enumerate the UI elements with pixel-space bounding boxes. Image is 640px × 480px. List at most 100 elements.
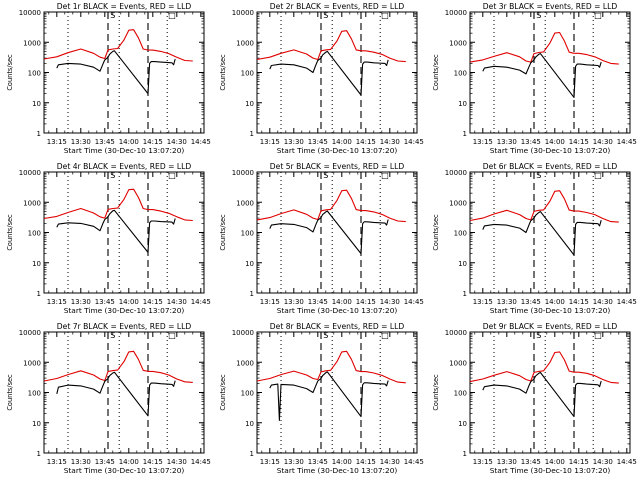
x-axis-label: Start Time (30-Dec-10 13:07:20) <box>490 306 611 315</box>
x-tick-label: 13:30 <box>284 298 304 306</box>
time-marker-label: □ <box>594 11 602 20</box>
time-marker-label: S <box>323 331 328 340</box>
y-tick-label: 100 <box>241 390 254 398</box>
y-tick-label: 100 <box>28 390 41 398</box>
x-tick-label: 14:45 <box>404 298 424 306</box>
x-axis-label: Start Time (30-Dec-10 13:07:20) <box>490 466 611 475</box>
x-tick-label: 13:15 <box>260 138 280 146</box>
panel-title: Det 2r BLACK = Events, RED = LLD <box>270 2 405 11</box>
y-tick-label: 1000 <box>449 39 467 47</box>
y-tick-label: 100 <box>28 230 41 238</box>
time-marker-label: □ <box>381 331 389 340</box>
x-tick-label: 14:15 <box>356 458 376 466</box>
series-line-events <box>482 53 602 98</box>
x-tick-label: 14:00 <box>332 298 352 306</box>
x-tick-label: 14:15 <box>569 298 589 306</box>
time-marker-label: □ <box>594 331 602 340</box>
y-tick-label: 1000 <box>23 199 41 207</box>
x-tick-label: 13:30 <box>497 458 517 466</box>
y-axis-label: Counts/sec <box>219 54 227 91</box>
panel-title: Det 7r BLACK = Events, RED = LLD <box>57 322 192 331</box>
y-tick-label: 100 <box>241 70 254 78</box>
x-axis-label: Start Time (30-Dec-10 13:07:20) <box>277 466 398 475</box>
y-tick-label: 10000 <box>445 169 467 177</box>
x-tick-label: 13:30 <box>71 298 91 306</box>
y-tick-label: 1000 <box>236 359 254 367</box>
y-tick-label: 1000 <box>449 359 467 367</box>
x-tick-label: 14:15 <box>569 138 589 146</box>
y-tick-label: 1000 <box>23 39 41 47</box>
x-tick-label: 14:15 <box>143 298 163 306</box>
x-tick-label: 13:45 <box>308 458 328 466</box>
x-tick-label: 14:45 <box>191 298 211 306</box>
x-tick-label: 13:30 <box>284 138 304 146</box>
panel-title: Det 1r BLACK = Events, RED = LLD <box>57 2 192 11</box>
x-axis-label: Start Time (30-Dec-10 13:07:20) <box>64 466 185 475</box>
y-tick-label: 1 <box>250 450 254 458</box>
x-axis-label: Start Time (30-Dec-10 13:07:20) <box>64 306 185 315</box>
panel-det8: Det 8r BLACK = Events, RED = LLD 1 10 100 10… <box>219 322 424 475</box>
x-tick-label: 14:15 <box>356 138 376 146</box>
x-tick-label: 14:30 <box>167 138 187 146</box>
x-tick-label: 13:30 <box>71 458 91 466</box>
x-tick-label: 14:30 <box>593 298 613 306</box>
series-line-lld <box>43 188 193 222</box>
x-tick-label: 13:30 <box>497 138 517 146</box>
x-axis-label: Start Time (30-Dec-10 13:07:20) <box>277 146 398 155</box>
panel-title: Det 8r BLACK = Events, RED = LLD <box>270 322 405 331</box>
panel-title: Det 5r BLACK = Events, RED = LLD <box>270 162 405 171</box>
x-tick-label: 14:00 <box>545 138 565 146</box>
x-tick-label: 13:15 <box>47 138 67 146</box>
x-tick-label: 13:45 <box>521 458 541 466</box>
series-line-lld <box>43 350 193 383</box>
y-tick-label: 10000 <box>232 9 254 17</box>
y-tick-label: 1 <box>37 290 41 298</box>
series-line-lld <box>43 29 193 62</box>
time-marker-label: □ <box>168 11 176 20</box>
x-tick-label: 13:15 <box>47 298 67 306</box>
y-tick-label: 100 <box>454 390 467 398</box>
x-tick-label: 14:30 <box>167 298 187 306</box>
y-tick-label: 10000 <box>19 329 41 337</box>
x-tick-label: 14:45 <box>617 138 637 146</box>
series-line-lld <box>469 190 619 223</box>
x-tick-label: 14:30 <box>167 458 187 466</box>
y-axis-label: Counts/sec <box>219 374 227 411</box>
x-tick-label: 14:00 <box>119 138 139 146</box>
x-tick-label: 14:30 <box>380 298 400 306</box>
time-marker-label: □ <box>168 171 176 180</box>
y-tick-label: 1000 <box>236 39 254 47</box>
x-tick-label: 13:45 <box>95 458 115 466</box>
x-tick-label: 13:15 <box>47 458 67 466</box>
y-tick-label: 1 <box>250 290 254 298</box>
panel-det1: Det 1r BLACK = Events, RED = LLD 1 10 100 10… <box>6 2 211 155</box>
series-line-events <box>269 50 389 96</box>
x-tick-label: 14:15 <box>569 458 589 466</box>
panel-det7: Det 7r BLACK = Events, RED = LLD 1 10 100 10… <box>6 322 211 475</box>
series-line-events <box>482 371 602 418</box>
series-line-events <box>56 209 176 253</box>
x-tick-label: 14:45 <box>617 458 637 466</box>
y-axis-label: Counts/sec <box>432 374 440 411</box>
series-line-lld <box>256 350 406 384</box>
time-marker-label: S <box>110 171 115 180</box>
panel-det6: Det 6r BLACK = Events, RED = LLD 1 10 100 10… <box>432 162 637 315</box>
series-line-lld <box>256 189 406 223</box>
panel-det4: Det 4r BLACK = Events, RED = LLD 1 10 100 10… <box>6 162 211 315</box>
y-tick-label: 1000 <box>23 359 41 367</box>
y-tick-label: 10 <box>245 100 254 108</box>
x-tick-label: 14:15 <box>143 458 163 466</box>
x-tick-label: 14:30 <box>593 138 613 146</box>
x-tick-label: 14:00 <box>545 458 565 466</box>
x-tick-label: 14:15 <box>143 138 163 146</box>
y-axis-label: Counts/sec <box>432 214 440 251</box>
time-marker-label: S <box>323 11 328 20</box>
x-tick-label: 13:45 <box>521 298 541 306</box>
series-line-events <box>269 371 389 421</box>
y-tick-label: 10 <box>245 260 254 268</box>
y-axis-label: Counts/sec <box>6 54 14 91</box>
y-axis-label: Counts/sec <box>432 54 440 91</box>
time-marker-label: S <box>110 11 115 20</box>
panel-det2: Det 2r BLACK = Events, RED = LLD 1 10 100 10… <box>219 2 424 155</box>
